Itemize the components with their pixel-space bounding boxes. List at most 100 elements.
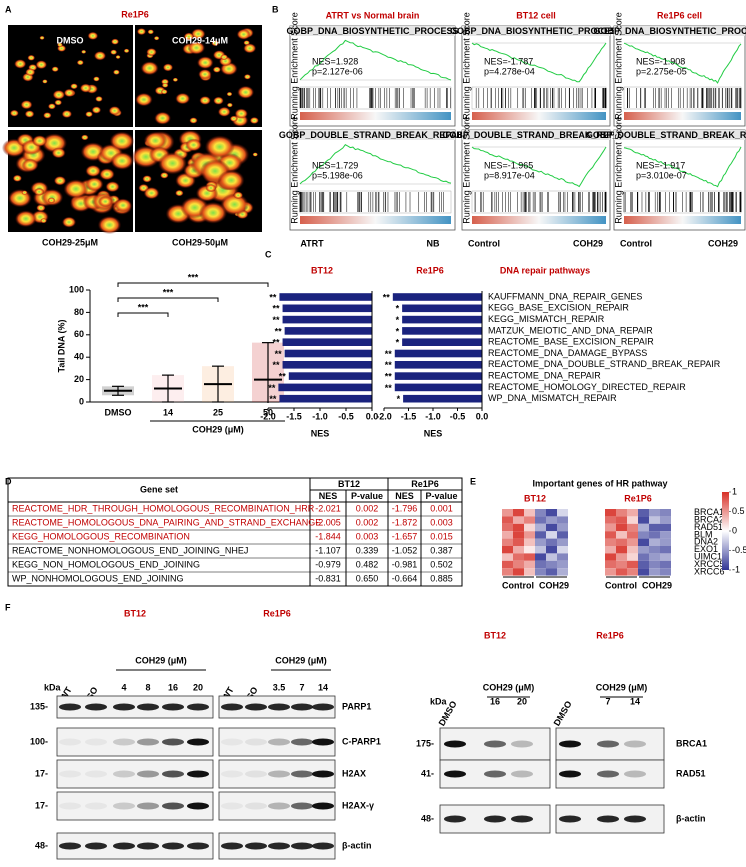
comet (147, 29, 155, 35)
band (187, 770, 209, 778)
band (85, 738, 107, 746)
comet (9, 109, 19, 117)
significance: ** (268, 383, 276, 393)
comet (146, 48, 157, 57)
comet (175, 189, 184, 197)
heat-cell (627, 531, 638, 539)
comet (199, 95, 211, 105)
gene-set-name: GOBP_DNA_BIOSYNTHETIC_PROCESS (286, 26, 458, 36)
heat-cell (546, 516, 557, 524)
bar (282, 315, 372, 324)
bar (282, 338, 372, 346)
heat-cell (660, 546, 671, 554)
heat-cell (557, 538, 568, 546)
heat-cell (546, 546, 557, 554)
comet (110, 38, 120, 45)
image-label: COH29-25μM (42, 237, 98, 247)
y-tick-label: 100 (69, 284, 84, 294)
comet (109, 131, 135, 151)
heat-cell (616, 523, 627, 532)
lane-label: 3.5 (273, 682, 286, 692)
x-tick-label: -1.5 (286, 411, 302, 421)
comet (110, 151, 134, 170)
heat-cell (627, 560, 638, 569)
image-label: COH29-50μM (172, 237, 228, 247)
band (113, 738, 135, 746)
group-label: ATRT (300, 238, 324, 248)
gsea-header (462, 26, 610, 36)
comet (110, 49, 118, 55)
x-tick-label: DMSO (105, 407, 132, 417)
comet (153, 36, 160, 41)
comet (220, 193, 249, 216)
comet (143, 186, 160, 200)
heat-cell (535, 523, 546, 532)
heat-cell (502, 560, 513, 569)
comet (191, 28, 206, 40)
bar (278, 383, 372, 392)
protein-label: β-actin (676, 813, 706, 823)
table-cell: -0.979 (315, 559, 341, 569)
comet (80, 134, 89, 141)
heat-cell (557, 516, 568, 524)
band (268, 802, 290, 810)
heat-cell (616, 509, 627, 517)
band (187, 842, 209, 850)
y-tick-label: 60 (74, 329, 84, 339)
heat-cell (513, 516, 524, 524)
heat-cell (649, 568, 660, 576)
significance: ** (269, 394, 277, 404)
gsea-frame (289, 25, 456, 127)
comet (92, 76, 100, 82)
bar (402, 315, 482, 324)
y-label: Running Enrichment Score (461, 116, 471, 224)
heat-cell (649, 560, 660, 569)
band (597, 770, 619, 778)
comet (61, 216, 77, 228)
group-title: Re1P6 (624, 493, 652, 503)
panel-letter: F (5, 602, 11, 612)
heat-cell (513, 546, 524, 554)
sig-bracket (117, 312, 169, 317)
band (444, 815, 466, 823)
comet (39, 35, 45, 40)
colorbar (722, 492, 729, 570)
x-tick-label: 0.0 (476, 411, 489, 421)
bar (279, 293, 372, 301)
category-label: REACTOME_BASE_EXCISION_REPAIR (488, 337, 654, 347)
kda-marker: 48- (421, 813, 434, 823)
kda-marker: 41- (421, 768, 434, 778)
comet (79, 83, 92, 93)
enrichment-curve (623, 146, 742, 188)
heat-cell (524, 516, 535, 524)
kda-marker: 17- (35, 768, 48, 778)
heat-cell (660, 523, 671, 532)
gsea-frame (461, 129, 611, 231)
treatment-label: COH29 (μM) (275, 655, 327, 665)
p-text: p=5.198e-06 (312, 170, 363, 180)
comet (243, 43, 257, 54)
protein-label: β-actin (342, 840, 372, 850)
band (559, 740, 581, 748)
bar (392, 293, 482, 301)
significance: ** (273, 315, 281, 325)
comet (187, 41, 206, 55)
lane-label: 14 (318, 682, 328, 692)
heat-cell (513, 560, 524, 569)
x-axis-title: COH29 (μM) (192, 424, 244, 434)
table-cell: 0.015 (430, 531, 453, 541)
comet (162, 63, 174, 72)
x-axis-title: NES (424, 428, 443, 438)
heat-cell (546, 531, 557, 539)
comet (20, 100, 33, 110)
heat-cell (557, 509, 568, 517)
band (113, 802, 135, 810)
heat-cell (616, 538, 627, 546)
heat-cell (638, 560, 649, 569)
table-cell: -1.872 (392, 517, 418, 527)
heat-cell (605, 516, 616, 524)
band (221, 802, 243, 810)
chart-heading: DNA repair pathways (500, 265, 590, 275)
heat-cell (524, 560, 535, 569)
heat-cell (605, 568, 616, 576)
